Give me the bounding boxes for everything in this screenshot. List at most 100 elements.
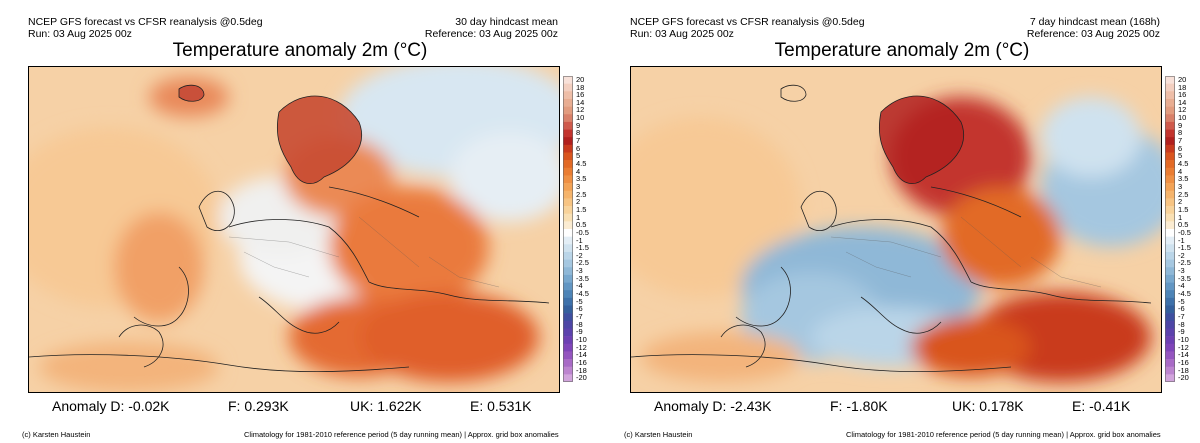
colorbar-tick-label: -7 [1178,312,1185,321]
colorbar-swatch [1165,114,1175,123]
credit-label: (c) Karsten Haustein [22,430,91,439]
colorbar-tick-label: 0.5 [576,220,587,230]
colorbar-tick-label: -4.5 [576,289,589,298]
colorbar-tick-label: -4.5 [1178,289,1191,298]
stat-anomaly-d: Anomaly D: -0.02K [52,398,170,414]
colorbar-swatch [1165,129,1175,138]
header-left: NCEP GFS forecast vs CFSR reanalysis @0.… [28,16,263,40]
colorbar-swatch [563,336,573,345]
colorbar-tick-label: -20 [576,373,587,383]
anomaly-map [28,66,560,393]
map-title: Temperature anomaly 2m (°C) [774,40,1030,61]
colorbar-swatch [563,152,573,161]
colorbar-tick-label: -3.5 [576,273,589,283]
colorbar-tick-label: 10 [1178,113,1187,123]
stat-uk: UK: 1.622K [350,398,422,414]
colorbar-tick-label: 4 [1178,166,1183,176]
colorbar-tick-label: 16 [1178,90,1187,100]
colorbar-swatch [563,251,573,260]
colorbar-swatch [563,106,573,115]
colorbar-tick-label: -16 [1178,357,1189,367]
colorbar-swatch [563,313,573,322]
colorbar-swatch [563,221,573,230]
colorbar-tick-label: -20 [1178,373,1189,383]
colorbar-swatch [563,183,573,192]
colorbar-tick-label: 20 [576,74,585,84]
colorbar-tick-label: -18 [576,365,587,375]
header-right: 7 day hindcast mean (168h) Reference: 03… [1027,16,1160,40]
colorbar-swatch [563,236,573,245]
colorbar-swatch [563,351,573,360]
colorbar-swatch [1165,137,1175,146]
colorbar-tick-label: 3.5 [576,174,587,184]
colorbar-swatch [1165,98,1175,107]
colorbar-swatch [1165,343,1175,352]
colorbar-tick-label: -3.5 [1178,273,1191,283]
colorbar-swatch [563,98,573,107]
colorbar-swatch [1165,236,1175,245]
stat-anomaly-d: Anomaly D: -2.43K [654,398,772,414]
colorbar-tick-label: 16 [576,90,585,100]
colorbar-swatch [563,359,573,367]
colorbar [563,76,573,382]
colorbar-tick-label: -12 [1178,342,1189,352]
colorbar-tick-label: -12 [576,342,587,352]
colorbar-tick-label: 10 [576,113,585,123]
colorbar-swatch [1165,313,1175,322]
colorbar-swatch [1165,374,1175,382]
colorbar-tick-label: 5 [1178,151,1183,161]
colorbar-tick-label: -3 [576,266,583,276]
colorbar-tick-label: -5 [576,296,583,306]
colorbar-tick-label: -1 [1178,235,1185,245]
climatology-note: Climatology for 1981-2010 reference peri… [244,430,559,439]
colorbar-swatch [563,167,573,176]
colorbar-swatch [563,114,573,123]
colorbar-tick-label: -0.5 [576,227,589,237]
colorbar-swatch [1165,121,1175,130]
stat-uk: UK: 0.178K [952,398,1024,414]
colorbar-tick-label: 8 [1178,128,1183,138]
colorbar-tick-label: 7 [1178,136,1183,145]
header-right: 30 day hindcast mean Reference: 03 Aug 2… [425,16,558,40]
colorbar-swatch [563,343,573,352]
colorbar-swatch [563,198,573,207]
colorbar-tick-label: 12 [576,105,585,115]
colorbar-tick-label: 4.5 [1178,159,1189,168]
colorbar-tick-label: 1.5 [576,204,587,214]
colorbar-swatch [563,76,573,84]
colorbar-tick-label: -5 [1178,296,1185,306]
colorbar-tick-label: -1 [576,235,583,245]
reference-label: Reference: 03 Aug 2025 00z [424,28,558,40]
colorbar-swatch [1165,83,1175,92]
colorbar-tick-label: 2 [1178,197,1183,207]
colorbar-swatch [1165,76,1175,84]
colorbar-swatch [1165,320,1175,329]
anomaly-map-graphic [631,67,1161,392]
colorbar-swatch [563,229,573,237]
colorbar-swatch [563,190,573,199]
colorbar-tick-label: 9 [576,120,581,130]
colorbar-tick-label: 1 [1178,212,1183,222]
colorbar-swatch [1165,206,1175,214]
model-label: NCEP GFS forecast vs CFSR reanalysis @0.… [28,16,263,28]
anomaly-map-graphic [29,67,559,392]
colorbar-tick-label: 6 [1178,143,1183,153]
colorbar-tick-label: 20 [1178,74,1187,84]
colorbar-swatch [563,328,573,337]
colorbar-swatch [1165,144,1175,153]
colorbar-swatch [1165,190,1175,199]
colorbar-tick-label: -9 [576,327,583,337]
colorbar-tick-label: -10 [1178,334,1189,344]
colorbar-tick-label: 8 [576,128,581,138]
colorbar-swatch [1165,366,1175,375]
colorbar-tick-label: 3.5 [1178,174,1189,184]
colorbar-swatch [1165,359,1175,367]
colorbar-tick-label: -3 [1178,266,1185,276]
stats-row: Anomaly D: -2.43K F: -1.80K UK: 0.178K E… [602,398,1200,420]
colorbar-tick-label: 3 [576,181,581,191]
colorbar-swatch [1165,251,1175,260]
colorbar-swatch [563,160,573,169]
stats-row: Anomaly D: -0.02K F: 0.293K UK: 1.622K E… [0,398,600,420]
colorbar-tick-label: -16 [576,357,587,367]
colorbar-swatch [563,175,573,184]
